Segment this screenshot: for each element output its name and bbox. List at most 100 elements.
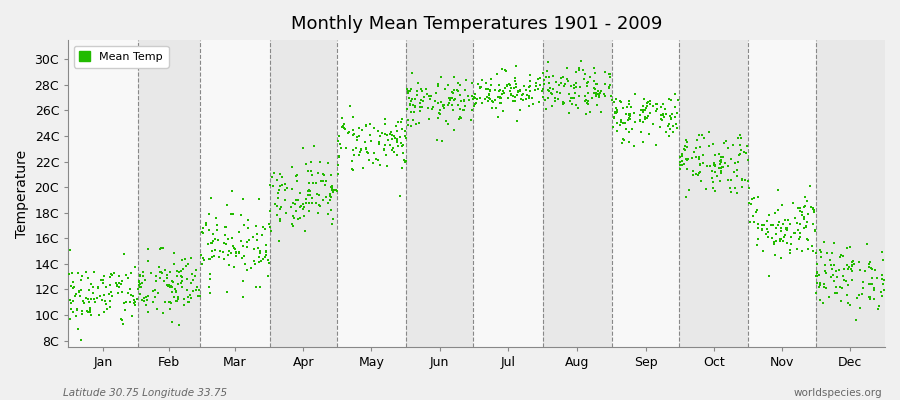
- Point: [495, 88, 509, 94]
- Point: [216, 249, 230, 256]
- Point: [379, 152, 393, 158]
- Point: [499, 66, 513, 73]
- Point: [572, 93, 586, 99]
- Point: [406, 117, 420, 124]
- Point: [473, 83, 488, 90]
- Point: [679, 156, 693, 162]
- Point: [513, 88, 527, 94]
- Point: [876, 281, 890, 287]
- Point: [144, 270, 158, 276]
- Bar: [337, 40, 406, 347]
- Point: [310, 170, 325, 176]
- Point: [544, 103, 559, 109]
- Point: [273, 218, 287, 225]
- Point: [657, 114, 671, 120]
- Point: [796, 248, 810, 254]
- Point: [69, 313, 84, 319]
- Point: [404, 70, 419, 76]
- Point: [393, 134, 408, 140]
- Point: [150, 306, 165, 312]
- Point: [202, 211, 216, 218]
- Point: [609, 104, 624, 111]
- Point: [734, 176, 749, 183]
- Point: [74, 287, 88, 293]
- Point: [400, 105, 414, 112]
- Point: [699, 163, 714, 170]
- Point: [124, 270, 139, 276]
- Point: [646, 103, 661, 109]
- Point: [852, 292, 867, 298]
- Point: [398, 158, 412, 165]
- Point: [176, 302, 191, 308]
- Point: [164, 300, 178, 306]
- Point: [167, 250, 182, 256]
- Point: [132, 278, 147, 284]
- Point: [174, 280, 188, 286]
- Point: [653, 104, 668, 110]
- Point: [605, 96, 619, 103]
- Point: [378, 116, 392, 122]
- Point: [479, 80, 493, 86]
- Point: [224, 250, 238, 256]
- Point: [86, 290, 100, 296]
- Point: [332, 154, 347, 160]
- Point: [358, 146, 373, 152]
- Point: [567, 95, 581, 101]
- Point: [348, 145, 363, 151]
- Point: [609, 120, 624, 127]
- Point: [238, 261, 252, 268]
- Point: [593, 90, 608, 96]
- Point: [874, 288, 888, 295]
- Point: [793, 234, 807, 240]
- Point: [156, 310, 170, 316]
- Point: [594, 108, 608, 115]
- Point: [211, 236, 225, 243]
- Point: [68, 291, 83, 298]
- Point: [842, 300, 856, 306]
- Point: [522, 72, 536, 78]
- Point: [346, 132, 360, 138]
- Point: [522, 84, 536, 90]
- Point: [349, 137, 364, 144]
- Point: [291, 216, 305, 222]
- Point: [695, 132, 709, 138]
- Point: [405, 96, 419, 102]
- Point: [519, 87, 534, 94]
- Point: [166, 279, 181, 285]
- Point: [446, 74, 461, 80]
- Point: [693, 169, 707, 176]
- Point: [293, 203, 308, 209]
- Point: [129, 264, 143, 271]
- Point: [788, 230, 802, 236]
- Bar: [680, 40, 749, 347]
- Point: [128, 302, 142, 308]
- Point: [526, 101, 540, 108]
- Point: [656, 110, 670, 117]
- Point: [162, 299, 176, 305]
- Point: [419, 91, 434, 97]
- Point: [75, 310, 89, 317]
- Point: [129, 299, 143, 305]
- Point: [310, 210, 325, 216]
- Point: [642, 130, 656, 137]
- Point: [414, 86, 428, 92]
- Point: [186, 288, 201, 294]
- Point: [169, 298, 184, 304]
- Point: [607, 99, 621, 105]
- Point: [587, 65, 601, 71]
- Point: [580, 80, 594, 86]
- Point: [493, 94, 508, 100]
- Point: [613, 98, 627, 104]
- Point: [399, 158, 413, 164]
- Point: [450, 87, 464, 94]
- Point: [237, 221, 251, 228]
- Point: [754, 226, 769, 233]
- Point: [863, 259, 878, 265]
- Point: [217, 256, 231, 262]
- Point: [482, 94, 496, 101]
- Point: [192, 286, 206, 293]
- Point: [826, 262, 841, 268]
- Point: [227, 263, 241, 270]
- Point: [453, 82, 467, 88]
- Point: [67, 298, 81, 304]
